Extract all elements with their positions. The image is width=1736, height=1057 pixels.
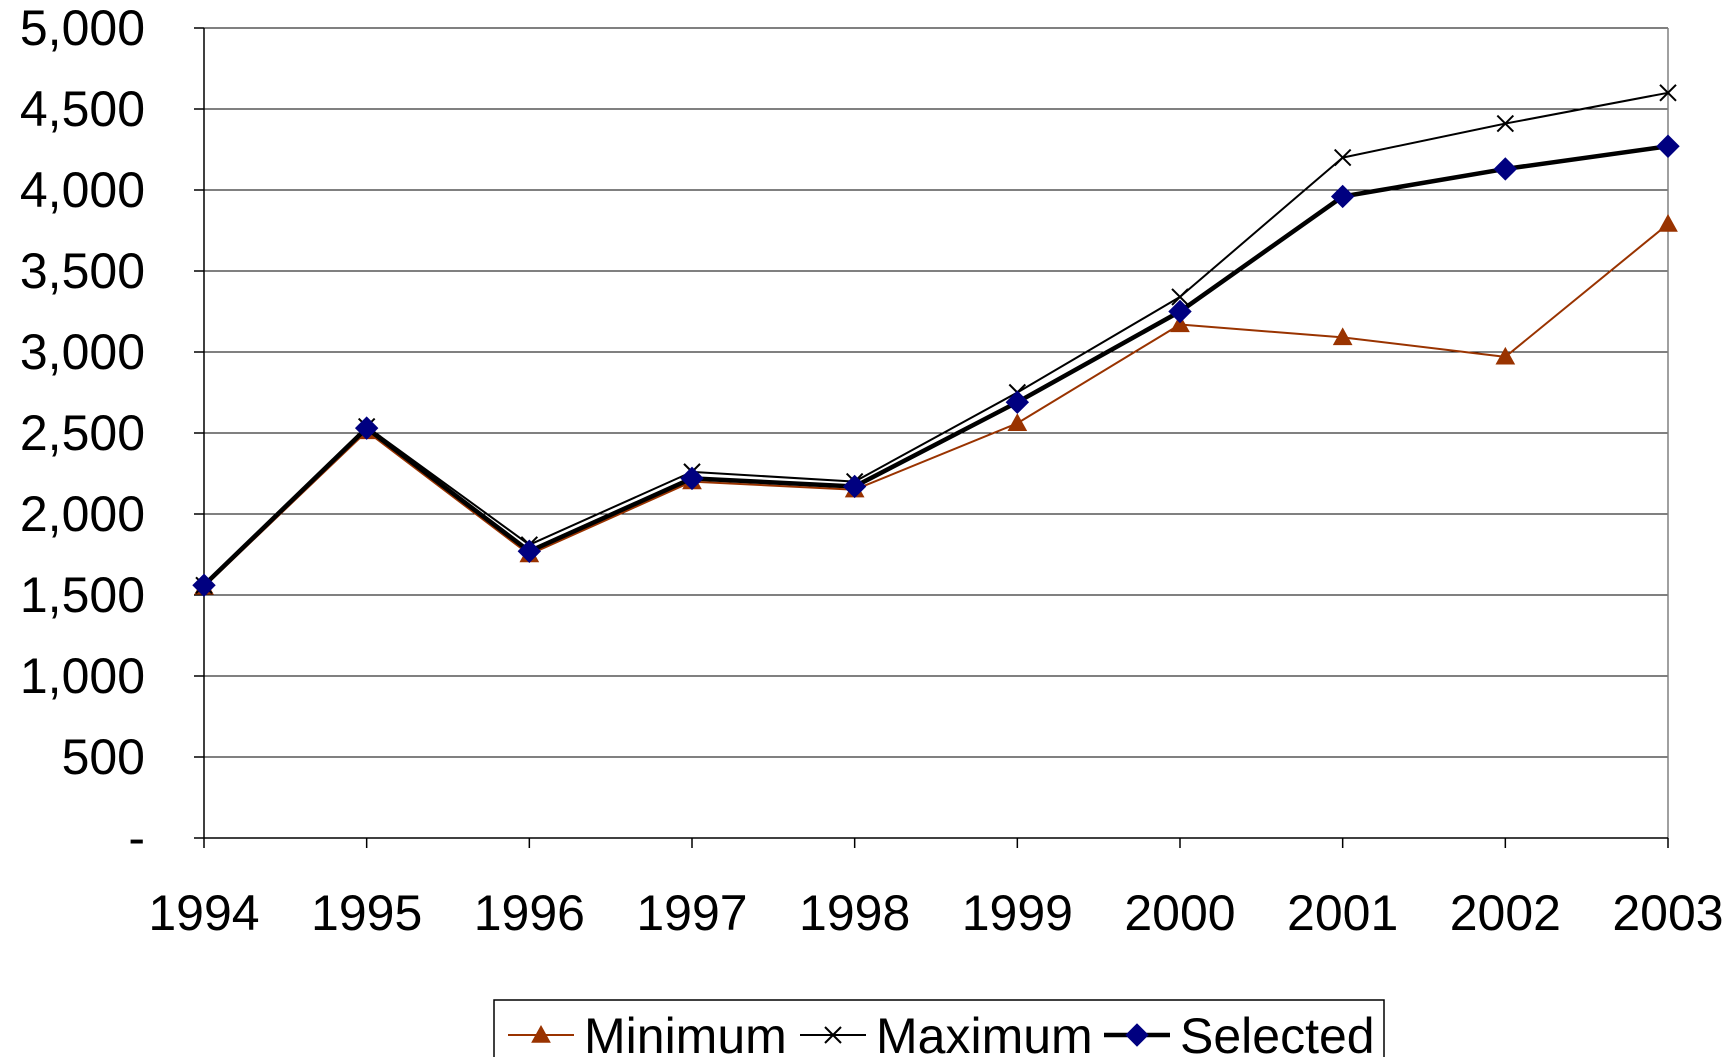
y-tick-label: 500 bbox=[62, 729, 145, 785]
series-line-minimum bbox=[203, 223, 1669, 588]
y-tick-label: 5,000 bbox=[20, 0, 145, 56]
legend-box bbox=[493, 999, 1385, 1057]
legend-entry-minimum: Minimum bbox=[508, 1008, 787, 1057]
data-point-maximum bbox=[1496, 114, 1515, 133]
legend-marker-maximum bbox=[824, 1026, 842, 1044]
legend-label: Minimum bbox=[584, 1008, 787, 1057]
data-point-selected bbox=[842, 474, 867, 499]
legend-entry-maximum: Maximum bbox=[800, 1008, 1093, 1057]
data-point-minimum bbox=[1332, 327, 1353, 346]
y-tick-label: 3,500 bbox=[20, 243, 145, 299]
data-point-selected bbox=[192, 573, 216, 597]
data-point-selected bbox=[1005, 390, 1030, 414]
gridlines bbox=[204, 27, 1668, 758]
data-point-selected bbox=[1493, 157, 1518, 181]
legend: Minimum Maximum Selected bbox=[493, 999, 1385, 1057]
y-tick-label: 4,500 bbox=[20, 81, 145, 137]
data-point-selected bbox=[1330, 184, 1355, 209]
series-line-selected bbox=[202, 144, 1669, 587]
legend-label: Selected bbox=[1180, 1008, 1375, 1057]
data-point-selected bbox=[354, 416, 379, 440]
series-selected bbox=[192, 134, 1680, 597]
y-tick-label: - bbox=[128, 810, 145, 866]
series-line-maximum bbox=[203, 91, 1669, 586]
series bbox=[192, 84, 1680, 597]
data-point-maximum bbox=[1333, 148, 1352, 167]
x-tick-label: 2003 bbox=[1612, 885, 1723, 941]
x-tick-label: 2001 bbox=[1287, 885, 1398, 941]
y-tick-label: 1,000 bbox=[20, 648, 145, 704]
series-minimum bbox=[194, 213, 1678, 595]
x-tick-label: 2000 bbox=[1124, 885, 1235, 941]
y-tick-label: 1,500 bbox=[20, 567, 145, 623]
x-axis-tick-labels: 1994 1995 1996 1997 1998 1999 2000 2001 2002 2003 bbox=[148, 885, 1723, 941]
data-point-selected bbox=[1168, 299, 1192, 324]
x-tick-label: 2002 bbox=[1450, 885, 1561, 941]
y-axis-tick-labels: - 500 1,000 1,500 2,000 2,500 3,000 3,500 4,000 4… bbox=[20, 0, 145, 866]
legend-label: Maximum bbox=[876, 1008, 1093, 1057]
x-tick-label: 1994 bbox=[148, 885, 259, 941]
legend-entry-selected: Selected bbox=[1104, 1008, 1375, 1057]
data-point-selected bbox=[680, 466, 704, 491]
data-point-minimum bbox=[1170, 314, 1190, 333]
y-tick-label: 2,000 bbox=[20, 486, 145, 542]
data-point-maximum bbox=[1659, 84, 1677, 102]
legend-marker-minimum bbox=[531, 1024, 551, 1043]
data-point-maximum bbox=[1171, 288, 1189, 306]
y-tick-label: 3,000 bbox=[20, 324, 145, 380]
series-maximum bbox=[195, 84, 1677, 594]
x-tick-label: 1999 bbox=[962, 885, 1073, 941]
x-tick-label: 1997 bbox=[636, 885, 747, 941]
y-tick-label: 2,500 bbox=[20, 405, 145, 461]
data-point-minimum bbox=[1658, 213, 1678, 232]
data-point-selected bbox=[1656, 134, 1680, 158]
axes bbox=[194, 27, 1669, 848]
data-point-minimum bbox=[1007, 413, 1028, 431]
y-tick-label: 4,000 bbox=[20, 162, 145, 218]
x-tick-label: 1995 bbox=[311, 885, 422, 941]
x-tick-label: 1998 bbox=[799, 885, 910, 941]
data-point-selected bbox=[517, 539, 542, 563]
data-point-minimum bbox=[1495, 346, 1516, 365]
legend-marker-selected bbox=[1125, 1023, 1149, 1047]
x-tick-label: 1996 bbox=[474, 885, 585, 941]
